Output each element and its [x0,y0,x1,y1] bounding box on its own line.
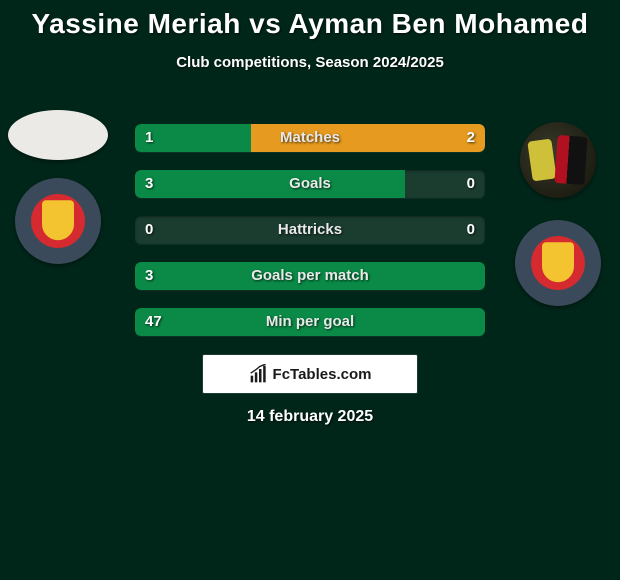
club-logo-shield [542,242,574,282]
left-player-column [8,110,108,264]
stat-label: Goals per match [135,262,485,290]
stat-value-right: 0 [467,216,475,244]
brand-badge: FcTables.com [202,354,418,394]
club-logo-left [15,178,101,264]
stat-label: Matches [135,124,485,152]
stat-label: Min per goal [135,308,485,336]
stat-row: 1Matches2 [135,124,485,152]
stats-container: 1Matches23Goals00Hattricks03Goals per ma… [135,124,485,354]
club-logo-right [515,220,601,306]
stat-value-right: 2 [467,124,475,152]
club-logo-shield [42,200,74,240]
stat-label: Hattricks [135,216,485,244]
stat-label: Goals [135,170,485,198]
player-photo-right [520,122,596,198]
stat-value-right: 0 [467,170,475,198]
stat-row: 3Goals0 [135,170,485,198]
club-logo-inner [531,236,585,290]
stat-row: 0Hattricks0 [135,216,485,244]
right-player-column [508,122,608,306]
brand-text: FcTables.com [273,366,372,383]
comparison-date: 14 february 2025 [0,408,620,426]
comparison-title: Yassine Meriah vs Ayman Ben Mohamed [0,0,620,40]
stat-row: 47Min per goal [135,308,485,336]
club-logo-inner [31,194,85,248]
stat-row: 3Goals per match [135,262,485,290]
chart-icon [249,364,269,384]
player-photo-left [8,110,108,160]
comparison-subtitle: Club competitions, Season 2024/2025 [0,54,620,71]
